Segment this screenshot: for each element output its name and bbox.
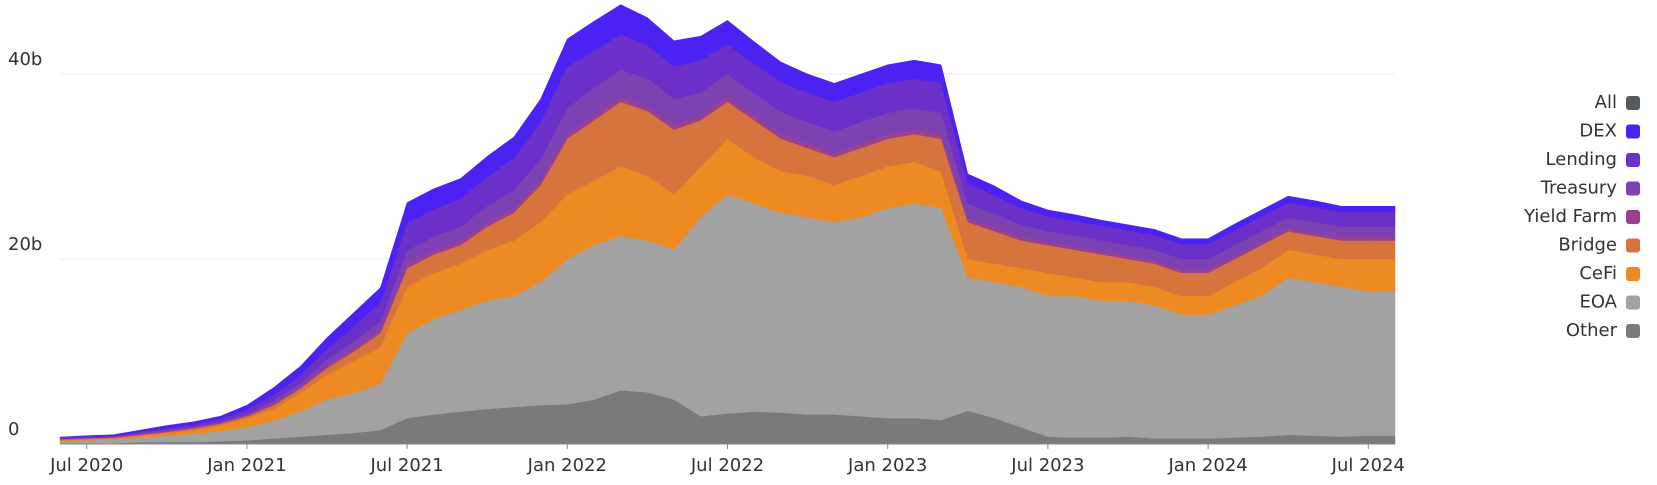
x-tick-label: Jul 2021 bbox=[369, 455, 443, 476]
legend-label: DEX bbox=[1579, 121, 1617, 142]
legend-label: EOA bbox=[1579, 292, 1617, 313]
legend-swatch bbox=[1626, 267, 1640, 281]
legend-swatch bbox=[1626, 96, 1640, 110]
x-tick-label: Jan 2024 bbox=[1167, 455, 1247, 476]
legend-label: All bbox=[1595, 92, 1617, 113]
legend-swatch bbox=[1626, 153, 1640, 167]
x-tick-label: Jul 2022 bbox=[690, 455, 764, 476]
y-tick-label: 20b bbox=[8, 234, 42, 255]
x-tick-label: Jul 2024 bbox=[1331, 455, 1405, 476]
x-tick-label: Jul 2023 bbox=[1010, 455, 1084, 476]
legend-label: CeFi bbox=[1579, 263, 1617, 284]
y-tick-label: 40b bbox=[8, 49, 42, 70]
legend-label: Yield Farm bbox=[1523, 206, 1617, 227]
x-tick-label: Jul 2020 bbox=[49, 455, 123, 476]
legend-swatch bbox=[1626, 324, 1640, 338]
legend-swatch bbox=[1626, 295, 1640, 310]
area bbox=[59, 4, 1396, 438]
legend-swatch bbox=[1626, 238, 1640, 253]
legend-swatch bbox=[1626, 181, 1640, 196]
x-tick-label: Jan 2023 bbox=[847, 455, 927, 476]
y-tick-label: 0 bbox=[8, 419, 19, 440]
legend-label: Treasury bbox=[1540, 178, 1618, 199]
legend-label: Bridge bbox=[1558, 235, 1617, 256]
x-tick-label: Jan 2022 bbox=[527, 455, 607, 476]
legend-swatch bbox=[1626, 210, 1640, 224]
legend-swatch bbox=[1626, 124, 1640, 139]
x-tick-label: Jan 2021 bbox=[206, 455, 286, 476]
legend-label: Lending bbox=[1546, 149, 1617, 170]
legend-label: Other bbox=[1566, 320, 1618, 341]
